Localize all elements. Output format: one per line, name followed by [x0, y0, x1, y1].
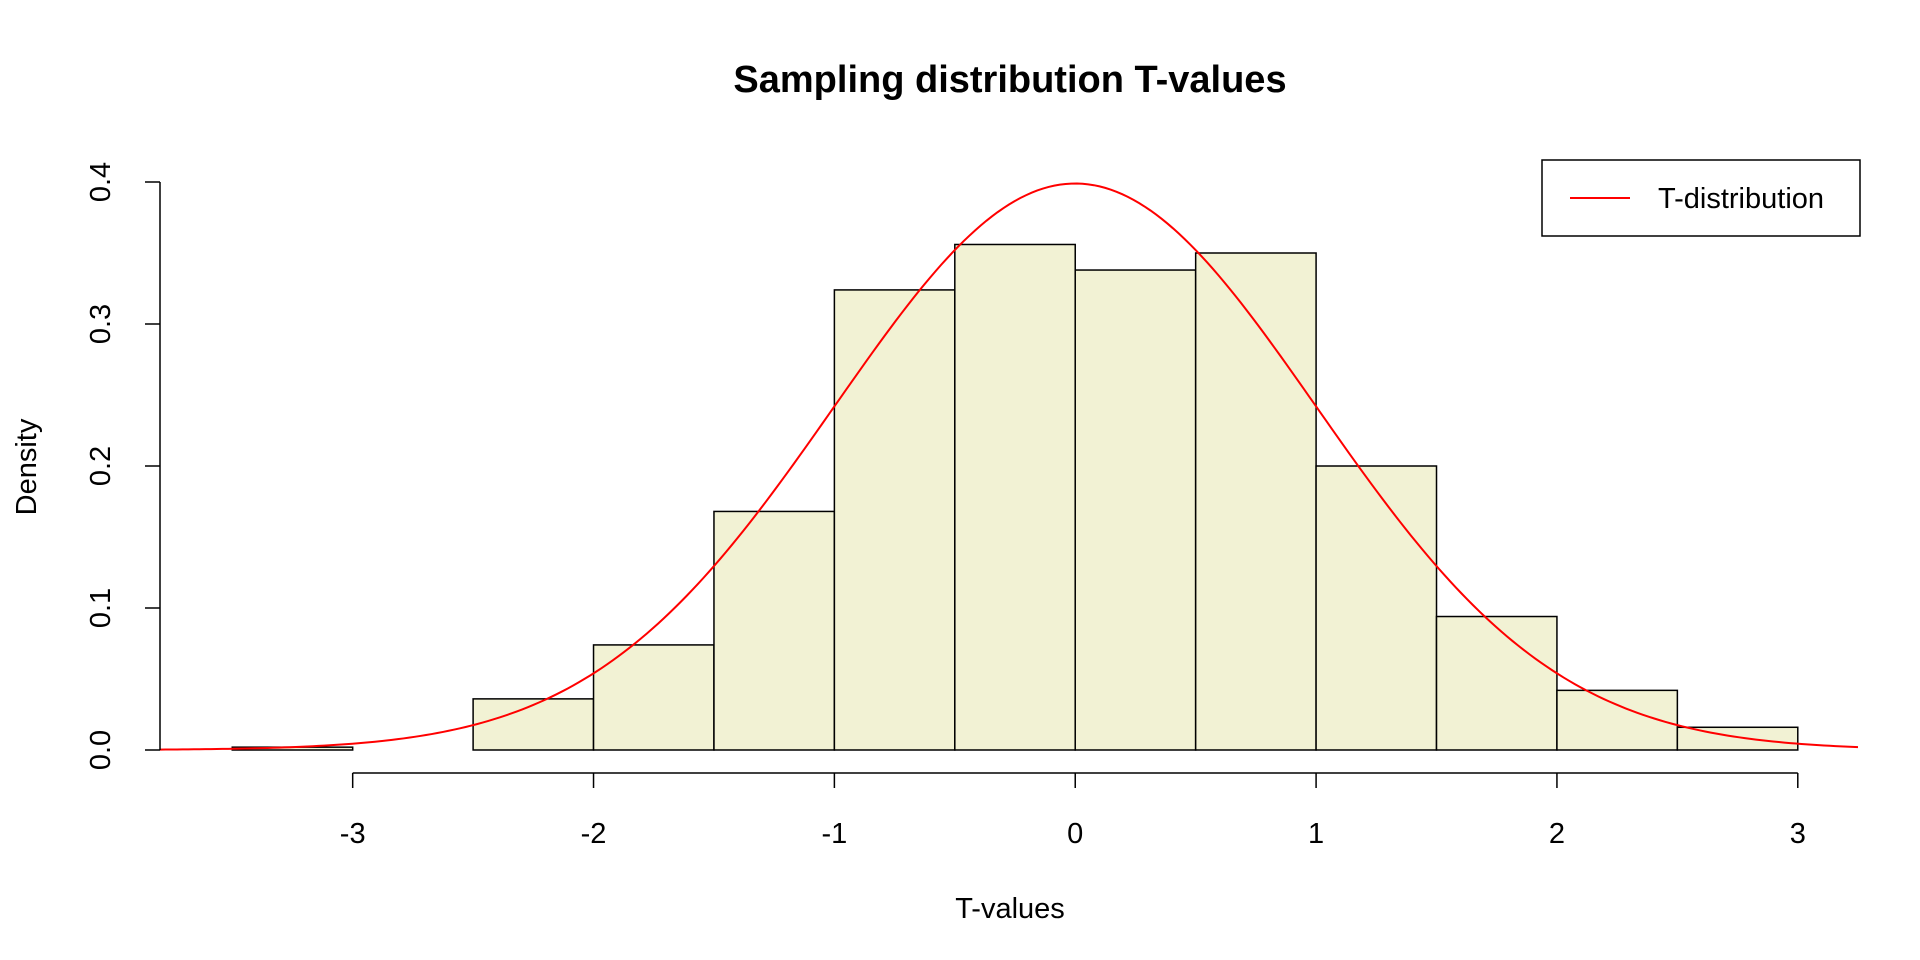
y-tick-label: 0.0: [85, 730, 117, 770]
histogram-bars: [231, 243, 1799, 751]
x-tick-label: 2: [1549, 818, 1565, 850]
histogram-bar: [713, 510, 836, 751]
histogram-bar: [954, 243, 1076, 751]
histogram-bar: [1074, 269, 1197, 751]
chart-title: Sampling distribution T-values: [733, 59, 1286, 101]
x-tick-label: -2: [581, 818, 607, 850]
legend: T-distribution: [1541, 159, 1861, 237]
t-distribution-curve: [159, 182, 1859, 751]
y-tick-label: 0.3: [85, 304, 117, 344]
x-tick-label: 0: [1067, 818, 1083, 850]
y-axis: 0.0 0.1 0.2 0.3 0.4: [85, 162, 161, 770]
y-axis-label: Density: [11, 418, 43, 515]
y-tick-label: 0.4: [85, 162, 117, 202]
x-tick-label: 1: [1308, 818, 1324, 850]
x-axis-label: T-values: [955, 893, 1065, 925]
histogram-bar: [472, 698, 595, 751]
y-tick-label: 0.1: [85, 588, 117, 628]
x-tick-label: -3: [340, 818, 366, 850]
x-tick-label: 3: [1790, 818, 1806, 850]
y-tick-label: 0.2: [85, 446, 117, 486]
x-axis: -3 -2 -1 0 1 2 3: [340, 772, 1806, 850]
histogram-bar: [1676, 726, 1799, 751]
histogram-bar: [1194, 252, 1317, 751]
histogram-bar: [1315, 465, 1438, 751]
legend-label: T-distribution: [1658, 183, 1824, 215]
histogram-bar: [833, 289, 956, 751]
histogram-bar: [1435, 615, 1558, 751]
x-tick-label: -1: [821, 818, 847, 850]
